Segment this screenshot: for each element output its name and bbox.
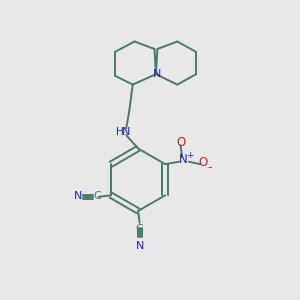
Text: -: - — [207, 160, 212, 174]
Text: H: H — [116, 127, 123, 137]
Text: C: C — [93, 190, 101, 201]
Text: O: O — [176, 136, 185, 149]
Text: C: C — [136, 224, 143, 234]
Text: N: N — [135, 241, 144, 251]
Text: N: N — [74, 190, 82, 201]
Text: +: + — [186, 151, 194, 160]
Text: N: N — [179, 154, 188, 166]
Text: O: O — [198, 156, 208, 169]
Text: N: N — [122, 127, 130, 137]
Text: N: N — [153, 69, 162, 79]
